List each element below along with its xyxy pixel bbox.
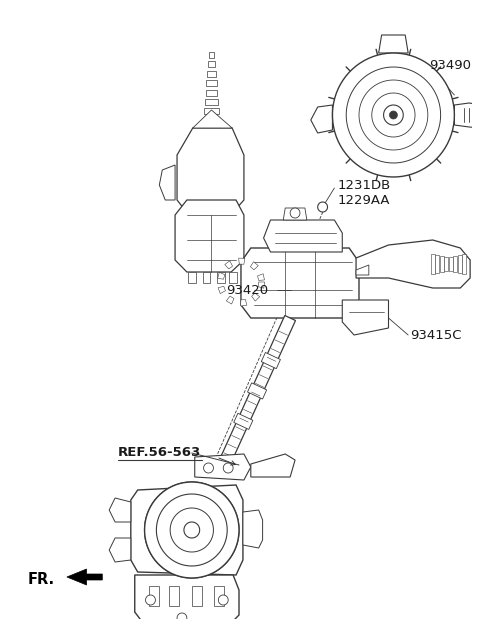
Polygon shape	[215, 586, 224, 606]
Polygon shape	[239, 258, 245, 264]
Polygon shape	[453, 256, 457, 272]
Polygon shape	[356, 240, 470, 288]
Polygon shape	[241, 248, 359, 318]
Polygon shape	[261, 352, 280, 369]
Polygon shape	[67, 569, 102, 585]
Polygon shape	[205, 99, 218, 105]
Polygon shape	[149, 586, 159, 606]
Polygon shape	[218, 287, 226, 293]
Polygon shape	[109, 498, 131, 522]
Text: 93490: 93490	[429, 59, 471, 72]
Polygon shape	[188, 272, 196, 283]
Polygon shape	[145, 595, 156, 605]
Polygon shape	[204, 463, 214, 473]
Polygon shape	[208, 61, 215, 67]
Text: FR.: FR.	[27, 573, 55, 587]
Polygon shape	[283, 208, 307, 220]
Text: 1229AA: 1229AA	[337, 194, 390, 207]
Polygon shape	[204, 108, 219, 115]
Polygon shape	[333, 53, 455, 177]
Polygon shape	[175, 200, 244, 272]
Polygon shape	[170, 508, 214, 552]
Polygon shape	[440, 256, 444, 272]
Polygon shape	[131, 485, 243, 575]
Polygon shape	[318, 202, 327, 212]
Polygon shape	[218, 595, 228, 605]
Polygon shape	[135, 575, 239, 619]
Polygon shape	[455, 103, 480, 129]
Polygon shape	[207, 71, 216, 77]
Polygon shape	[241, 300, 247, 306]
Polygon shape	[342, 300, 388, 335]
Polygon shape	[458, 255, 462, 273]
Polygon shape	[203, 127, 220, 133]
Polygon shape	[203, 272, 210, 283]
Polygon shape	[444, 257, 448, 271]
Polygon shape	[159, 165, 175, 200]
Polygon shape	[389, 111, 397, 119]
Polygon shape	[177, 128, 244, 220]
Polygon shape	[258, 282, 264, 288]
Polygon shape	[156, 494, 227, 566]
Polygon shape	[258, 274, 264, 280]
Polygon shape	[449, 257, 453, 271]
Polygon shape	[227, 296, 234, 304]
Polygon shape	[208, 52, 215, 58]
Polygon shape	[251, 454, 295, 477]
Polygon shape	[195, 454, 251, 480]
Polygon shape	[144, 482, 239, 578]
Polygon shape	[156, 494, 227, 566]
Polygon shape	[184, 522, 200, 538]
Polygon shape	[264, 220, 342, 252]
Polygon shape	[169, 586, 179, 606]
Text: 93415C: 93415C	[410, 329, 462, 342]
Text: 1231DB: 1231DB	[337, 178, 391, 191]
Polygon shape	[229, 272, 237, 283]
Polygon shape	[193, 110, 232, 128]
Polygon shape	[216, 316, 296, 472]
Polygon shape	[356, 265, 369, 275]
Polygon shape	[435, 255, 439, 273]
Polygon shape	[192, 586, 202, 606]
Polygon shape	[431, 254, 435, 274]
Polygon shape	[205, 90, 217, 95]
Polygon shape	[225, 261, 233, 269]
Polygon shape	[184, 522, 200, 538]
Polygon shape	[234, 413, 253, 430]
Polygon shape	[204, 118, 219, 124]
Polygon shape	[217, 272, 225, 283]
Polygon shape	[311, 105, 333, 133]
Polygon shape	[223, 463, 233, 473]
Polygon shape	[251, 262, 258, 270]
Polygon shape	[359, 80, 428, 150]
Text: REF.56-563: REF.56-563	[118, 446, 201, 459]
Polygon shape	[462, 254, 466, 274]
Polygon shape	[144, 482, 239, 578]
Polygon shape	[248, 383, 267, 399]
Polygon shape	[217, 272, 225, 279]
Polygon shape	[252, 293, 260, 301]
Polygon shape	[206, 80, 216, 86]
Text: 93420: 93420	[226, 284, 268, 297]
Polygon shape	[109, 538, 131, 562]
Polygon shape	[346, 67, 441, 163]
Polygon shape	[290, 208, 300, 218]
Polygon shape	[372, 93, 415, 137]
Polygon shape	[170, 508, 214, 552]
Polygon shape	[177, 613, 187, 619]
Polygon shape	[243, 510, 263, 548]
Polygon shape	[384, 105, 403, 125]
Polygon shape	[379, 35, 408, 53]
